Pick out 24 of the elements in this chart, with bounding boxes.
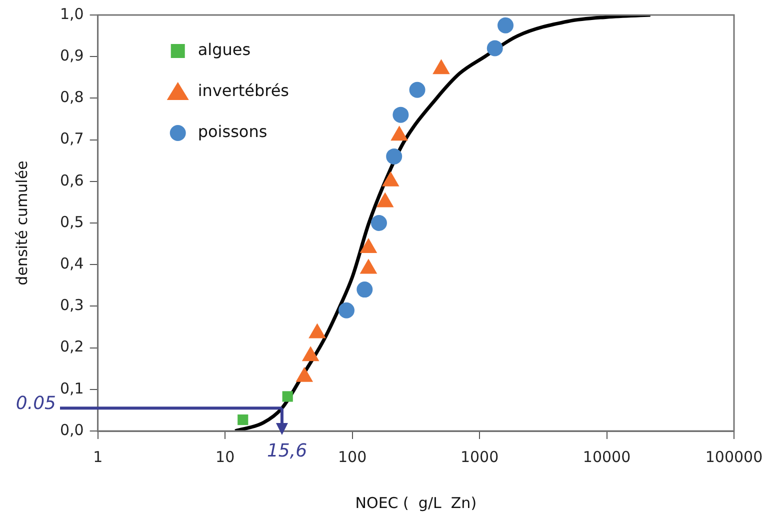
y-tick-label: 1,0	[60, 4, 84, 23]
y-tick-label: 0,1	[60, 379, 84, 398]
x-tick-label: 10	[216, 448, 235, 466]
x-tick-label: 100000	[705, 448, 763, 466]
x-tick-label: 1	[93, 448, 103, 466]
x-tick-label: 1000	[460, 448, 499, 466]
y-tick-label: 0,0	[60, 420, 84, 439]
legend-label: algues	[198, 40, 251, 60]
y-tick-label: 0,5	[60, 212, 84, 231]
y-tick-label: 0,6	[60, 171, 84, 190]
x-tick-label: 100	[338, 448, 367, 466]
legend-label: invertébrés	[198, 81, 290, 100]
text: 15,6	[266, 440, 308, 462]
y-axis-title: densité cumulée	[12, 160, 31, 286]
y-tick-label: 0,9	[60, 46, 84, 64]
y-tick-label: 0,4	[60, 254, 84, 272]
y-tick-label: 0,7	[60, 130, 84, 148]
annotation: 0.05	[16, 392, 56, 414]
x-axis-title: NOEC ( g/L Zn)	[355, 494, 477, 512]
y-tick-label: 0,8	[60, 88, 84, 106]
y-tick-label: 0,3	[60, 296, 84, 314]
x-tick-label: 10000	[582, 448, 631, 466]
legend-label: poissons	[198, 122, 268, 142]
y-tick-label: 0,2	[60, 338, 84, 356]
